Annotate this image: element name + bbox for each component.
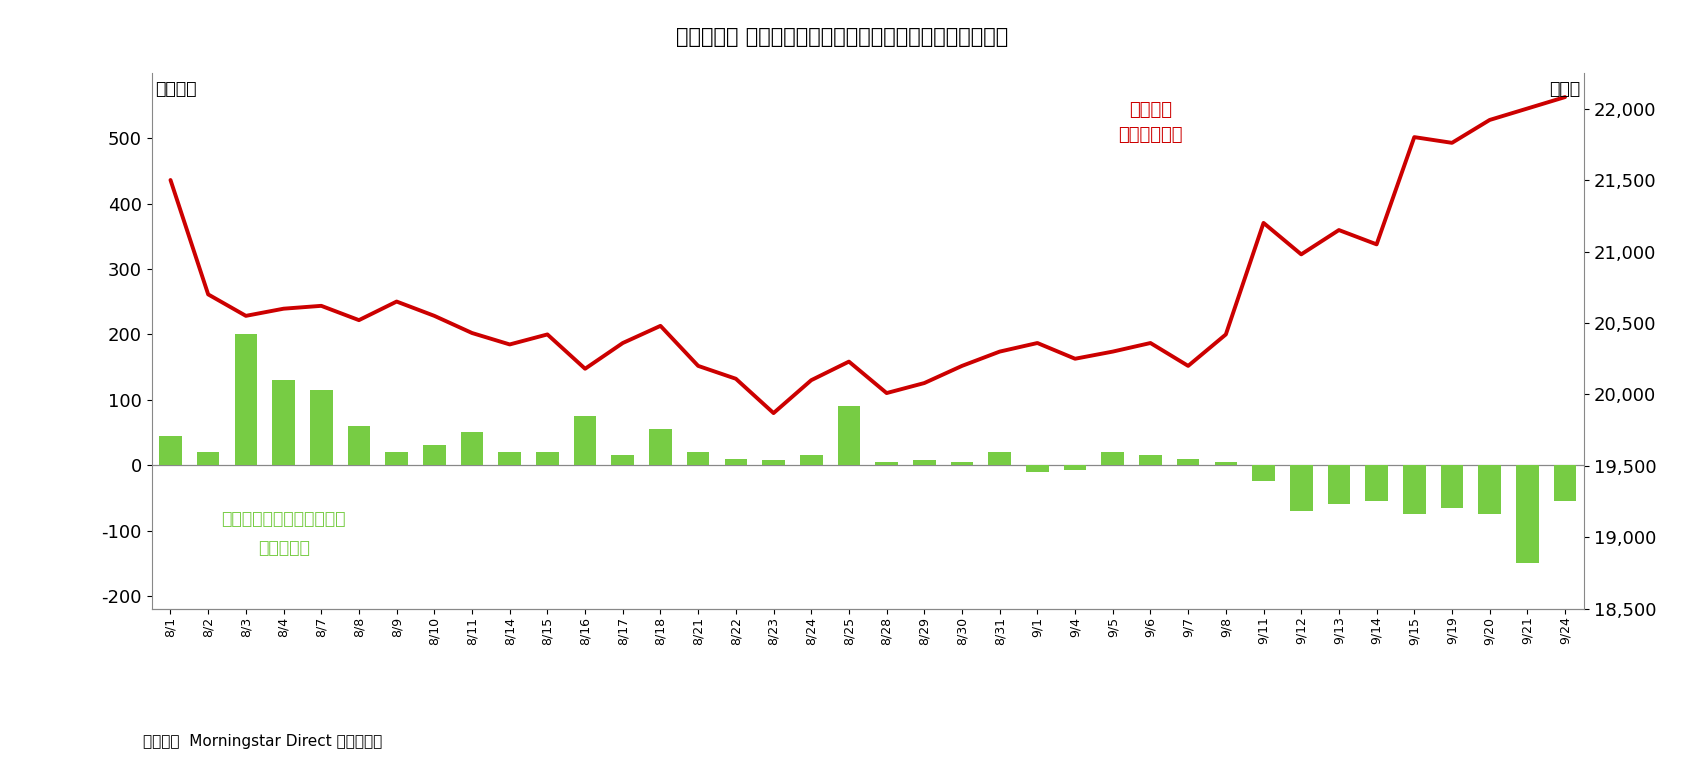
Bar (1215, 462, 1237, 465)
Bar (1102, 452, 1124, 465)
Bar (1404, 465, 1426, 514)
Bar (1176, 459, 1200, 465)
Bar (158, 436, 182, 465)
Bar (575, 416, 596, 465)
Bar (197, 452, 219, 465)
Bar (347, 426, 371, 465)
Bar (234, 334, 258, 465)
Bar (1441, 465, 1463, 508)
Bar (1063, 465, 1087, 470)
Bar (1328, 465, 1350, 504)
Bar (989, 452, 1011, 465)
Bar (913, 460, 935, 465)
Bar (310, 390, 332, 465)
Bar (687, 452, 709, 465)
Bar (1026, 465, 1048, 472)
Bar (1478, 465, 1501, 514)
Text: 日経平均
株価（右軸）: 日経平均 株価（右軸） (1119, 101, 1183, 144)
Text: 【図表３】 インデックス・ファンドの日次推計資金流出入: 【図表３】 インデックス・ファンドの日次推計資金流出入 (676, 27, 1009, 47)
Bar (273, 380, 295, 465)
Bar (875, 462, 898, 465)
Bar (1139, 455, 1161, 465)
Bar (1252, 465, 1276, 482)
Bar (762, 460, 785, 465)
Text: （資料）  Morningstar Direct より作成。: （資料） Morningstar Direct より作成。 (143, 734, 382, 749)
Bar (800, 455, 822, 465)
Bar (1516, 465, 1538, 563)
Bar (950, 462, 974, 465)
Bar (460, 433, 484, 465)
Bar (1554, 465, 1577, 501)
Bar (1365, 465, 1388, 501)
Bar (499, 452, 521, 465)
Bar (536, 452, 559, 465)
Text: （円）: （円） (1550, 80, 1581, 98)
Bar (837, 406, 861, 465)
Text: インデックス・ファンドの
資金流出入: インデックス・ファンドの 資金流出入 (221, 509, 345, 557)
Bar (423, 446, 445, 465)
Bar (725, 459, 746, 465)
Bar (649, 429, 672, 465)
Bar (1291, 465, 1313, 511)
Bar (386, 452, 408, 465)
Text: （億円）: （億円） (155, 80, 197, 98)
Bar (612, 455, 634, 465)
